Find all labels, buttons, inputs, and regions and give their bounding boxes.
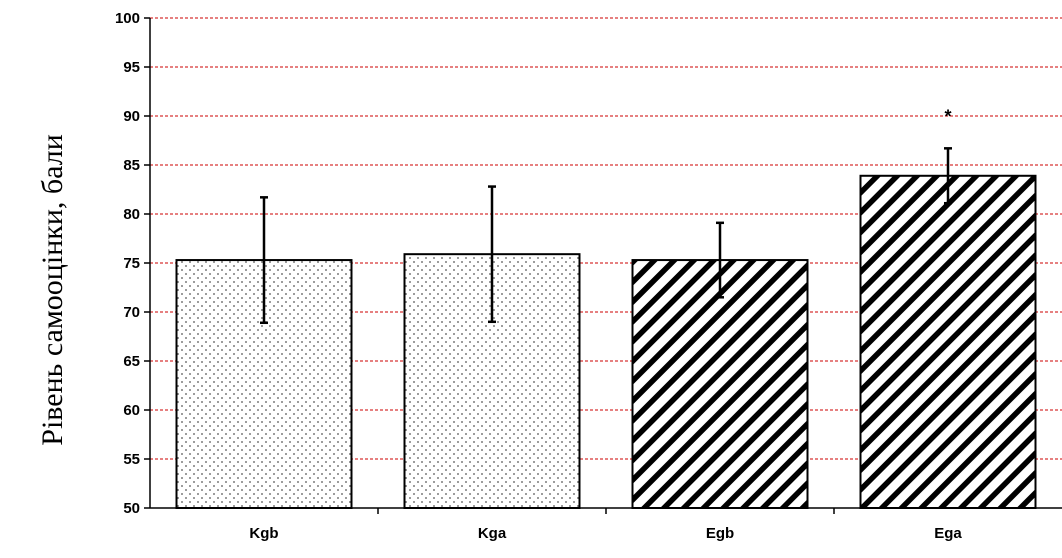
y-tick-label: 50 (123, 500, 140, 517)
x-tick-label-kga: Kga (478, 525, 507, 542)
y-tick-label: 80 (123, 206, 140, 223)
y-tick-label: 60 (123, 402, 140, 419)
significance-marker: * (944, 106, 951, 126)
y-tick-label: 100 (115, 10, 140, 27)
error-bars (260, 147, 952, 325)
y-tick-label: 55 (123, 451, 140, 468)
y-tick-label: 70 (123, 304, 140, 321)
bar-ega (859, 174, 1037, 509)
y-tick-label: 90 (123, 108, 140, 125)
x-tick-label-egb: Egb (706, 525, 734, 542)
y-tick-label: 95 (123, 59, 140, 76)
y-tick-label: 65 (123, 353, 140, 370)
axes (144, 17, 1062, 514)
bars (175, 174, 1037, 509)
y-tick-label: 85 (123, 157, 140, 174)
labels: 50 55 60 65 70 75 80 85 90 95 100 Kgb Kga Egb * Ega (115, 10, 962, 542)
y-tick-label: 75 (123, 255, 140, 272)
x-tick-label-ega: Ega (934, 525, 962, 542)
x-tick-label-kgb: Kgb (249, 525, 278, 542)
y-axis-label: Рівень самооцінки, бали (36, 134, 69, 445)
